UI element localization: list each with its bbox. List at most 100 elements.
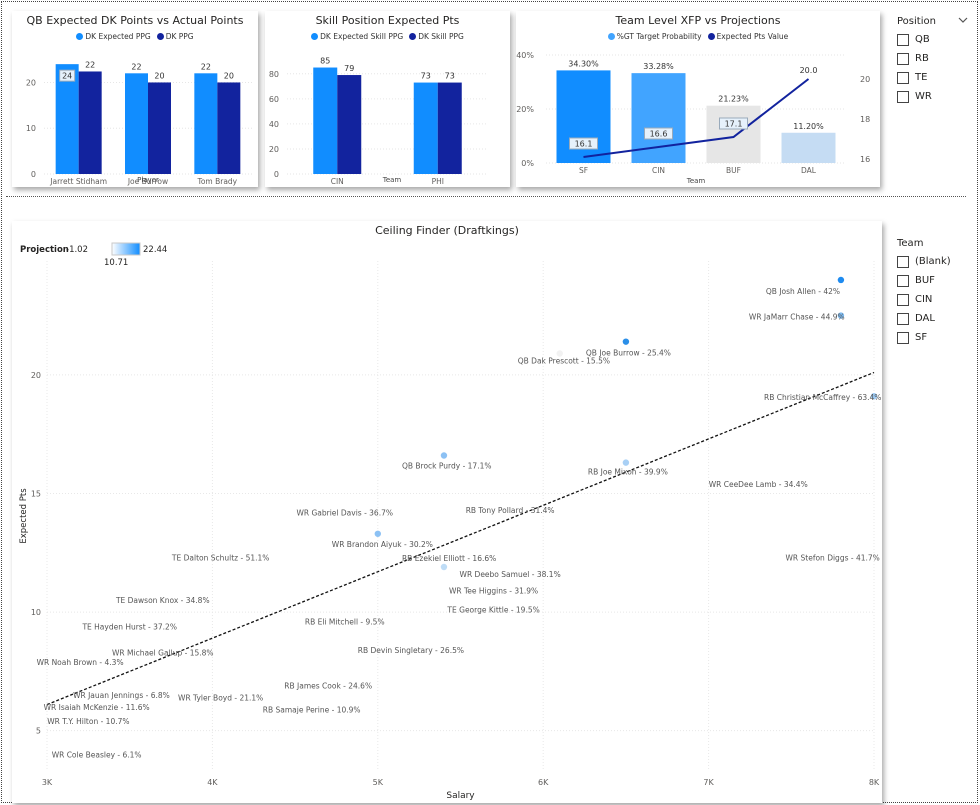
- position-option-te[interactable]: TE: [897, 68, 962, 87]
- ceiling-finder-card[interactable]: Ceiling Finder (Draftkings) Projection -1…: [12, 221, 882, 803]
- bar-phi-dk-skill-ppg[interactable]: [437, 82, 462, 174]
- data-label: 24: [62, 72, 72, 81]
- team-option-cin[interactable]: CIN: [897, 290, 967, 309]
- legend-item-dk-skill-ppg[interactable]: DK Skill PPG: [409, 32, 464, 41]
- bar-jarrett-stidham-dk-expected-ppg[interactable]: [55, 64, 79, 174]
- scatter-point-rb-christian-mccaffrey[interactable]: [870, 393, 878, 400]
- y-tick-label: 15: [31, 489, 41, 498]
- y-tick-label: 60: [269, 95, 279, 104]
- scatter-point-label: RB Ezekiel Elliott - 16.6%: [402, 554, 496, 563]
- scatter-point-qb-brock-purdy[interactable]: [440, 452, 448, 459]
- scatter-point-wr-jamarr-chase[interactable]: [837, 312, 845, 319]
- team-option-sf[interactable]: SF: [897, 328, 967, 347]
- bar-dal[interactable]: [781, 132, 836, 163]
- x-axis-title: Team: [382, 176, 402, 184]
- scatter-point-label: WR T.Y. Hilton - 10.7%: [47, 717, 129, 726]
- position-option-rb[interactable]: RB: [897, 49, 962, 68]
- skill-chart-title: Skill Position Expected Pts: [315, 14, 460, 27]
- projection-gradient-bar: [111, 242, 141, 256]
- scatter-point-label: WR Tyler Boyd - 21.1%: [178, 693, 263, 702]
- data-label: 21.23%: [718, 95, 749, 104]
- checkbox-icon[interactable]: [897, 312, 909, 325]
- team-option-blank[interactable]: (Blank): [897, 252, 967, 271]
- scatter-point-rb-ezekiel-elliott[interactable]: [440, 563, 448, 571]
- scatter-point-label: RB Samaje Perine - 10.9%: [263, 705, 361, 714]
- position-option-wr[interactable]: WR: [897, 87, 962, 106]
- x-tick-label: Tom Brady: [197, 177, 238, 186]
- checkbox-icon[interactable]: [897, 90, 909, 103]
- checkbox-icon[interactable]: [897, 293, 909, 306]
- x-tick-label: CIN: [652, 166, 665, 175]
- scatter-point-qb-dak-prescott[interactable]: [556, 350, 563, 357]
- line-data-label-box: [569, 137, 598, 150]
- qb-expected-vs-actual-card[interactable]: QB Expected DK Points vs Actual Points D…: [12, 11, 258, 187]
- scatter-point-label: RB Christian McCaffrey - 63.4%: [764, 393, 881, 402]
- team-option-buf[interactable]: BUF: [897, 271, 967, 290]
- team-option-dal[interactable]: DAL: [897, 309, 967, 328]
- data-label: 79: [344, 64, 354, 73]
- team-slicer-title: Team: [897, 238, 924, 249]
- bar-cin-dk-expected-skill-ppg[interactable]: [313, 67, 338, 174]
- legend-item-dk-expected-skill-ppg[interactable]: DK Expected Skill PPG: [311, 32, 403, 41]
- skill-position-expected-card[interactable]: Skill Position Expected Pts DK Expected …: [265, 11, 510, 187]
- scatter-point-label: QB Brock Purdy - 17.1%: [402, 462, 492, 471]
- team-level-xfp-card[interactable]: Team Level XFP vs Projections %GT Target…: [516, 11, 880, 187]
- line-data-label: 16.1: [575, 140, 593, 149]
- skill-bar-chart[interactable]: 0 20 40 60 80 CIN 85 79 PHI 73 73 Team: [265, 11, 510, 187]
- bar-buf[interactable]: [706, 105, 761, 163]
- bar-joe-burrow-dk-ppg[interactable]: [148, 82, 171, 174]
- legend-dot-icon: [409, 33, 417, 40]
- y-tick-label: 5: [36, 727, 41, 736]
- position-slicer-title: Position: [897, 16, 936, 27]
- team-combo-chart[interactable]: 0% 20% 40% 16 18 20 34.30% SF 33.28% CIN 21.23% BUF…: [516, 11, 880, 187]
- data-label: 20: [154, 71, 164, 80]
- line-data-label: 20.0: [800, 66, 818, 75]
- scatter-point-label: WR Brandon Aiyuk - 30.2%: [332, 540, 433, 549]
- scrollbar[interactable]: [968, 20, 971, 780]
- bar-jarrett-stidham-dk-ppg[interactable]: [78, 71, 102, 174]
- scatter-point-wr-brandon-aiyuk[interactable]: [374, 530, 381, 537]
- expected-pts-line[interactable]: [583, 78, 810, 158]
- y-tick-label: 0: [274, 170, 279, 179]
- legend-label: %GT Target Probability: [616, 32, 702, 41]
- scatter-point-label: QB Dak Prescott - 15.5%: [518, 357, 610, 366]
- legend-item-gt-target-probability[interactable]: %GT Target Probability: [607, 32, 702, 41]
- checkbox-icon[interactable]: [897, 71, 909, 84]
- bar-cin[interactable]: [631, 73, 686, 163]
- chevron-down-icon[interactable]: [958, 16, 968, 27]
- scatter-point-label: WR Jauan Jennings - 6.8%: [73, 691, 170, 700]
- ceiling-finder-scatter[interactable]: Projection-1.02 22.44 10.71 3K 4K 5K 6K 7K 8K 5 10…: [12, 221, 882, 803]
- data-label: 34.30%: [568, 59, 599, 68]
- scatter-point-label: TE Dawson Knox - 34.8%: [115, 596, 210, 605]
- checkbox-icon[interactable]: [897, 255, 909, 268]
- position-option-qb[interactable]: QB: [897, 30, 962, 49]
- checkbox-icon[interactable]: [897, 331, 909, 344]
- bar-joe-burrow-dk-expected-ppg[interactable]: [125, 73, 148, 174]
- legend-label: DK PPG: [165, 32, 194, 41]
- projection-legend-mid: 10.71: [104, 258, 128, 268]
- team-option-label: SF: [915, 332, 928, 343]
- bar-tom-brady-dk-expected-ppg[interactable]: [194, 73, 218, 174]
- data-label-box: [59, 69, 76, 82]
- legend-dot-icon: [607, 33, 615, 40]
- bar-phi-dk-expected-skill-ppg[interactable]: [413, 82, 438, 174]
- scatter-point-qb-joe-burrow[interactable]: [622, 338, 630, 345]
- y-axis-title: Expected Pts: [19, 488, 29, 544]
- bar-tom-brady-dk-ppg[interactable]: [217, 82, 241, 174]
- legend-item-expected-pts-value[interactable]: Expected Pts Value: [707, 32, 788, 41]
- projection-legend-max: 22.44: [143, 245, 167, 255]
- legend-item-dk-expected-ppg[interactable]: DK Expected PPG: [76, 32, 151, 41]
- scatter-point-rb-joe-mixon[interactable]: [622, 459, 630, 466]
- team-option-label: CIN: [915, 294, 933, 305]
- checkbox-icon[interactable]: [897, 52, 909, 65]
- data-label: 22: [201, 62, 211, 71]
- legend-item-dk-ppg[interactable]: DK PPG: [156, 32, 194, 41]
- y-tick-label-left: 0%: [521, 159, 534, 168]
- checkbox-icon[interactable]: [897, 33, 909, 46]
- x-tick-label: BUF: [726, 166, 741, 175]
- scatter-point-label: WR Stefon Diggs - 41.7%: [786, 554, 880, 563]
- qb-bar-chart[interactable]: 0 10 20 Jarrett Stidham 24 22 Joe Burrow 22 20 To…: [12, 11, 258, 187]
- checkbox-icon[interactable]: [897, 274, 909, 287]
- bar-cin-dk-skill-ppg[interactable]: [337, 75, 362, 174]
- scatter-point-qb-josh-allen[interactable]: [837, 276, 845, 284]
